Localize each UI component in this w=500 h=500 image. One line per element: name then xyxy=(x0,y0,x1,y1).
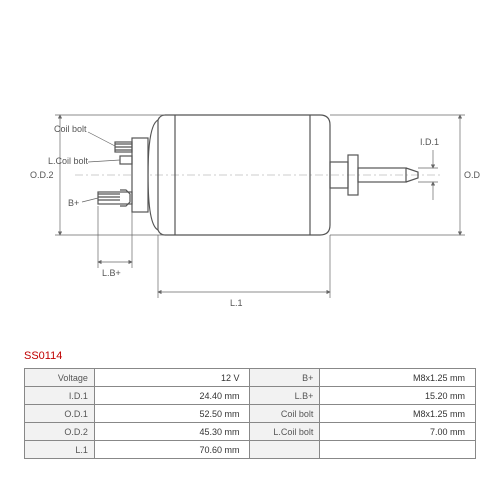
spec-key xyxy=(250,441,320,459)
spec-key: Voltage xyxy=(25,369,95,387)
spec-key: Coil bolt xyxy=(250,405,320,423)
spec-val: 45.30 mm xyxy=(94,423,250,441)
part-number: SS0114 xyxy=(24,350,62,362)
label-coil-bolt: Coil bolt xyxy=(54,124,87,134)
spec-table: Voltage 12 V B+ M8x1.25 mm I.D.1 24.40 m… xyxy=(24,368,476,459)
spec-val: M8x1.25 mm xyxy=(320,405,476,423)
label-id1: I.D.1 xyxy=(420,137,439,147)
table-row: I.D.1 24.40 mm L.B+ 15.20 mm xyxy=(25,387,476,405)
spec-key: L.B+ xyxy=(250,387,320,405)
solenoid-diagram: O.D.2 O.D.1 I.D.1 L.1 L.B+ Coil bolt L.C… xyxy=(20,20,480,340)
spec-val xyxy=(320,441,476,459)
spec-val: 24.40 mm xyxy=(94,387,250,405)
label-l1: L.1 xyxy=(230,298,243,308)
label-od1: O.D.1 xyxy=(464,170,480,180)
label-bplus: B+ xyxy=(68,198,79,208)
spec-key: O.D.1 xyxy=(25,405,95,423)
spec-key: L.Coil bolt xyxy=(250,423,320,441)
label-lcoil-bolt: L.Coil bolt xyxy=(48,156,89,166)
spec-key: B+ xyxy=(250,369,320,387)
spec-val: 12 V xyxy=(94,369,250,387)
spec-val: 52.50 mm xyxy=(94,405,250,423)
spec-val: 7.00 mm xyxy=(320,423,476,441)
label-lbplus: L.B+ xyxy=(102,268,121,278)
spec-key: I.D.1 xyxy=(25,387,95,405)
spec-val: M8x1.25 mm xyxy=(320,369,476,387)
spec-val: 15.20 mm xyxy=(320,387,476,405)
technical-drawing: O.D.2 O.D.1 I.D.1 L.1 L.B+ Coil bolt L.C… xyxy=(20,20,480,340)
spec-val: 70.60 mm xyxy=(94,441,250,459)
spec-key: O.D.2 xyxy=(25,423,95,441)
label-od2: O.D.2 xyxy=(30,170,54,180)
spec-key: L.1 xyxy=(25,441,95,459)
table-row: Voltage 12 V B+ M8x1.25 mm xyxy=(25,369,476,387)
table-row: O.D.2 45.30 mm L.Coil bolt 7.00 mm xyxy=(25,423,476,441)
table-row: L.1 70.60 mm xyxy=(25,441,476,459)
table-row: O.D.1 52.50 mm Coil bolt M8x1.25 mm xyxy=(25,405,476,423)
